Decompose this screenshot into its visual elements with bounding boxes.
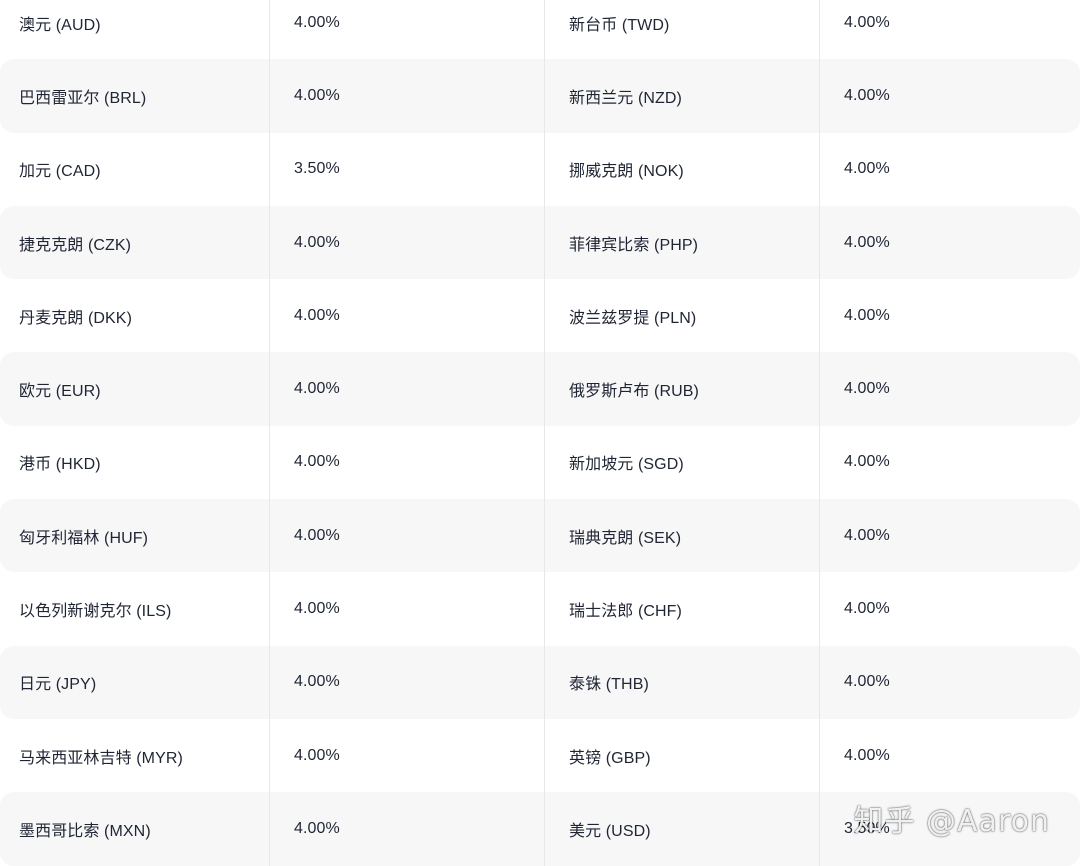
- currency-name-cell: 港币 (HKD): [19, 456, 101, 474]
- table-row: 澳元 (AUD) 4.00% 新台币 (TWD) 4.00%: [0, 0, 1080, 59]
- rate-cell: 4.00%: [844, 380, 890, 398]
- currency-name-cell: 英镑 (GBP): [569, 749, 651, 767]
- rate-cell: 4.00%: [294, 819, 340, 837]
- currency-name-cell: 瑞士法郎 (CHF): [569, 603, 682, 621]
- currency-name-cell: 泰铢 (THB): [569, 676, 649, 694]
- column-divider: [269, 0, 270, 866]
- currency-name-cell: 捷克克朗 (CZK): [19, 236, 132, 254]
- rate-cell: 4.00%: [294, 746, 340, 764]
- table-row: 捷克克朗 (CZK) 4.00% 菲律宾比索 (PHP) 4.00%: [0, 205, 1080, 280]
- currency-name-cell: 波兰兹罗提 (PLN): [569, 309, 697, 327]
- rate-cell: 4.00%: [294, 380, 340, 398]
- currency-name-cell: 菲律宾比索 (PHP): [569, 236, 699, 254]
- currency-name-cell: 以色列新谢克尔 (ILS): [19, 603, 172, 621]
- rate-cell: 4.00%: [294, 13, 340, 31]
- currency-name-cell: 俄罗斯卢布 (RUB): [569, 383, 699, 401]
- currency-name-cell: 新西兰元 (NZD): [569, 89, 682, 107]
- rate-cell: 4.00%: [844, 526, 890, 544]
- currency-name-cell: 丹麦克朗 (DKK): [19, 309, 133, 327]
- rate-cell: 4.00%: [294, 86, 340, 104]
- rate-cell: 3.50%: [844, 819, 890, 837]
- rate-cell: 4.00%: [294, 233, 340, 251]
- currency-name-cell: 墨西哥比索 (MXN): [19, 822, 151, 840]
- rate-cell: 4.00%: [844, 600, 890, 618]
- rate-cell: 4.00%: [844, 13, 890, 31]
- column-divider: [544, 0, 545, 866]
- rate-cell: 4.00%: [844, 453, 890, 471]
- table-row: 丹麦克朗 (DKK) 4.00% 波兰兹罗提 (PLN) 4.00%: [0, 279, 1080, 352]
- rate-cell: 4.00%: [294, 673, 340, 691]
- currency-name-cell: 澳元 (AUD): [19, 16, 101, 34]
- currency-name-cell: 新台币 (TWD): [569, 16, 670, 34]
- currency-name-cell: 瑞典克朗 (SEK): [569, 529, 682, 547]
- currency-name-cell: 新加坡元 (SGD): [569, 456, 684, 474]
- column-divider: [819, 0, 820, 866]
- rate-cell: 4.00%: [294, 453, 340, 471]
- currency-name-cell: 马来西亚林吉特 (MYR): [19, 749, 183, 767]
- currency-name-cell: 加元 (CAD): [19, 163, 101, 181]
- table-row: 巴西雷亚尔 (BRL) 4.00% 新西兰元 (NZD) 4.00%: [0, 59, 1080, 133]
- currency-name-cell: 巴西雷亚尔 (BRL): [19, 89, 147, 107]
- table-row: 匈牙利福林 (HUF) 4.00% 瑞典克朗 (SEK) 4.00%: [0, 499, 1080, 573]
- rate-cell: 4.00%: [294, 600, 340, 618]
- table-row: 加元 (CAD) 3.50% 挪威克朗 (NOK) 4.00%: [0, 133, 1080, 206]
- watermark: 知乎 @Aaron: [853, 804, 1050, 839]
- table-row: 墨西哥比索 (MXN) 4.00% 美元 (USD) 3.50%: [0, 792, 1080, 866]
- rate-cell: 3.50%: [294, 160, 340, 178]
- currency-name-cell: 匈牙利福林 (HUF): [19, 529, 149, 547]
- rate-cell: 4.00%: [844, 673, 890, 691]
- currency-name-cell: 美元 (USD): [569, 822, 651, 840]
- rate-cell: 4.00%: [294, 306, 340, 324]
- rate-cell: 4.00%: [844, 306, 890, 324]
- table-row: 以色列新谢克尔 (ILS) 4.00% 瑞士法郎 (CHF) 4.00%: [0, 572, 1080, 645]
- currency-name-cell: 日元 (JPY): [19, 676, 97, 694]
- rate-cell: 4.00%: [844, 86, 890, 104]
- table-row: 港币 (HKD) 4.00% 新加坡元 (SGD) 4.00%: [0, 426, 1080, 499]
- rate-cell: 4.00%: [844, 746, 890, 764]
- rate-cell: 4.00%: [844, 160, 890, 178]
- currency-name-cell: 挪威克朗 (NOK): [569, 163, 684, 181]
- currency-name-cell: 欧元 (EUR): [19, 383, 101, 401]
- table-row: 欧元 (EUR) 4.00% 俄罗斯卢布 (RUB) 4.00%: [0, 352, 1080, 426]
- table-row: 日元 (JPY) 4.00% 泰铢 (THB) 4.00%: [0, 645, 1080, 719]
- rate-cell: 4.00%: [294, 526, 340, 544]
- table-row: 马来西亚林吉特 (MYR) 4.00% 英镑 (GBP) 4.00%: [0, 719, 1080, 792]
- rate-cell: 4.00%: [844, 233, 890, 251]
